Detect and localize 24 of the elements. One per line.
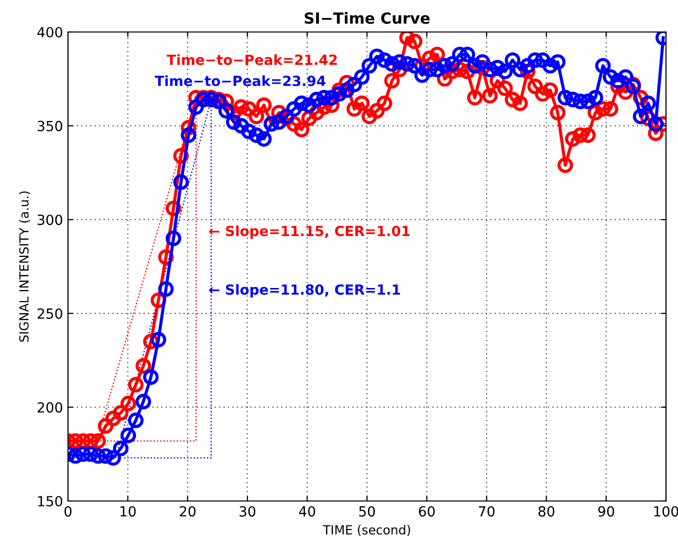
annotation: ← Slope=11.15, CER=1.01 (209, 225, 410, 239)
y-tick-label: 200 (38, 402, 62, 413)
x-tick-label: 60 (418, 506, 435, 517)
x-tick-label: 30 (240, 506, 256, 517)
x-tick-label: 20 (180, 506, 196, 517)
y-tick-label: 150 (38, 496, 62, 506)
annotation: Time−to−Peak=21.42 (166, 54, 337, 66)
chart-title: SI−Time Curve (304, 12, 430, 24)
x-tick-label: 70 (478, 506, 495, 517)
x-tick-label: 100 (654, 506, 678, 517)
x-tick-label: 10 (120, 506, 136, 517)
x-tick-label: 50 (359, 506, 375, 517)
annotation: ← Slope=11.80, CER=1.1 (209, 284, 400, 298)
y-axis-title: SIGNAL INTENSITY (a.u.) (18, 191, 30, 342)
x-axis-title: TIME (second) (322, 524, 410, 536)
y-tick-label: 300 (38, 214, 62, 226)
x-tick-label: 0 (64, 506, 72, 517)
x-tick-label: 80 (538, 506, 554, 517)
y-tick-label: 350 (38, 120, 62, 132)
x-tick-label: 90 (598, 506, 614, 517)
annotation: Time−to−Peak=23.94 (154, 75, 326, 86)
y-tick-label: 250 (38, 308, 62, 319)
x-tick-label: 40 (299, 506, 316, 517)
y-tick-label: 400 (37, 26, 62, 38)
